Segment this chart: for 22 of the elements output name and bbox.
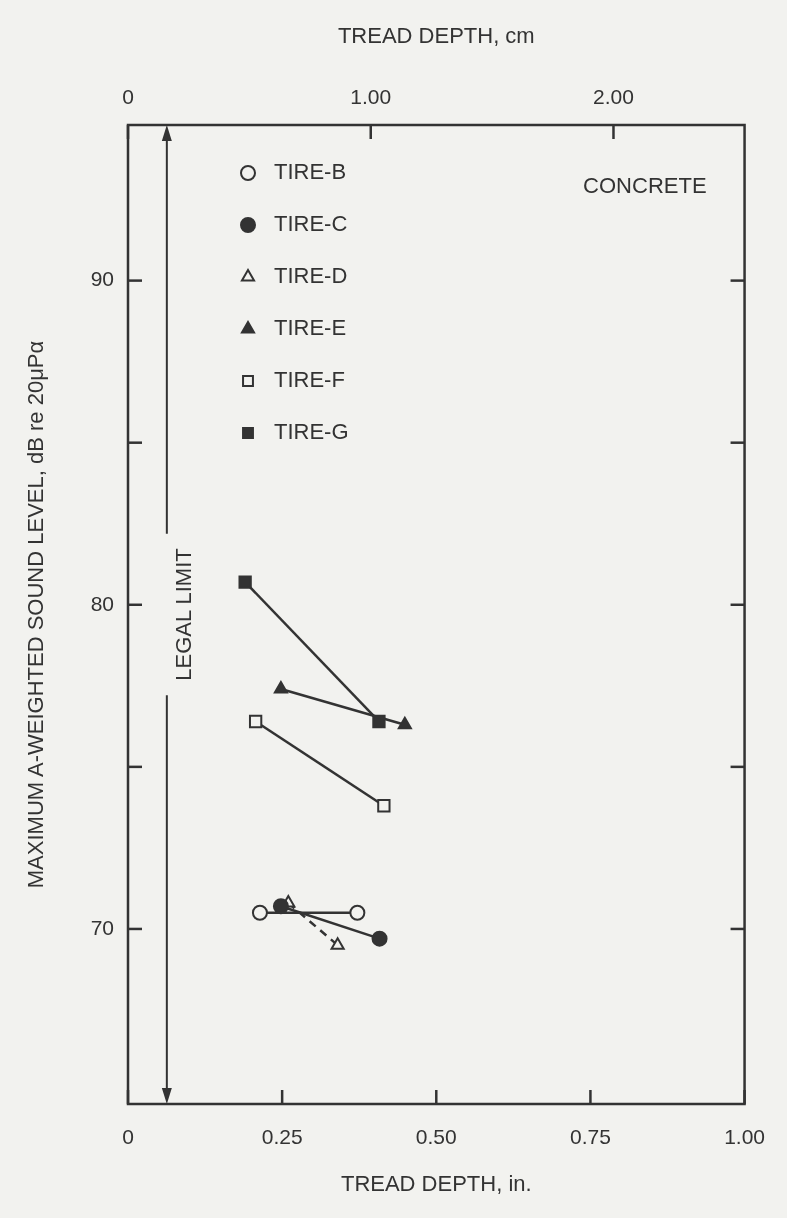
x-tick-label: 0 <box>122 1125 134 1149</box>
y-tick-label: 90 <box>90 267 114 291</box>
legend-label: TIRE-E <box>274 315 347 341</box>
y-tick-label: 70 <box>90 915 114 939</box>
annotation: CONCRETE <box>583 173 707 199</box>
x2-axis-title: TREAD DEPTH, cm <box>337 23 535 49</box>
x-tick-label: 0.50 <box>415 1125 457 1149</box>
x-tick-label: 1.00 <box>724 1125 765 1149</box>
legend-label: TIRE-B <box>274 159 347 185</box>
y-axis-title: MAXIMUM A-WEIGHTED SOUND LEVEL, dB re 20μPα <box>23 340 49 889</box>
ref-line-label: LEGAL LIMIT <box>170 548 196 681</box>
x2-tick-label: 1.00 <box>350 85 392 109</box>
legend-label: TIRE-D <box>274 263 348 289</box>
legend-label: TIRE-F <box>274 367 345 393</box>
x-axis-title: TREAD DEPTH, in. <box>340 1170 532 1196</box>
y-tick-label: 80 <box>90 591 114 615</box>
x-tick-label: 0.75 <box>569 1125 611 1149</box>
x-tick-label: 0.25 <box>261 1125 303 1149</box>
legend-label: TIRE-G <box>274 419 349 445</box>
x2-tick-label: 0 <box>122 85 134 109</box>
x2-tick-label: 2.00 <box>593 85 634 109</box>
legend-label: TIRE-C <box>274 211 348 237</box>
